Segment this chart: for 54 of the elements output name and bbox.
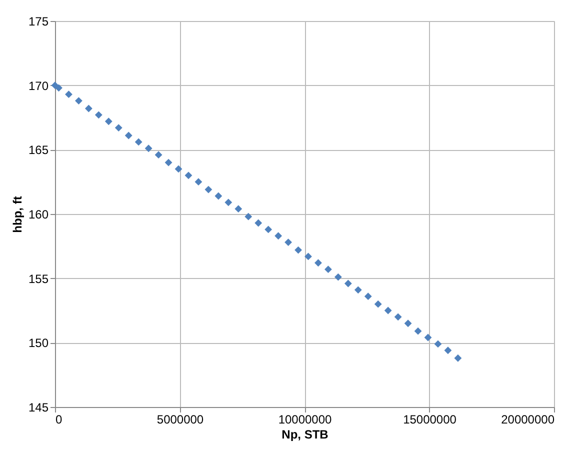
- point: [204, 186, 212, 194]
- y-tick-label: 165: [28, 143, 49, 158]
- point: [134, 138, 142, 146]
- x-tick-label: 15000000: [403, 412, 457, 426]
- point: [154, 151, 162, 159]
- point: [324, 266, 332, 274]
- point: [274, 232, 282, 240]
- y-tick-label: 150: [28, 336, 49, 350]
- y-tick-label: 145: [28, 400, 49, 414]
- x-tick-label: 10000000: [278, 412, 332, 426]
- y-tick-label: 160: [28, 208, 49, 222]
- point: [304, 252, 312, 260]
- x-tick-label: 20000000: [501, 412, 555, 426]
- point: [194, 178, 202, 186]
- point: [354, 286, 362, 294]
- point: [374, 300, 382, 308]
- point: [104, 118, 112, 126]
- x-tick-label: 0: [56, 412, 62, 426]
- point: [364, 292, 372, 300]
- point: [404, 320, 412, 328]
- y-tick-label: 155: [28, 272, 49, 286]
- point: [184, 172, 192, 180]
- point: [414, 327, 422, 335]
- y-tick-label: 175: [28, 14, 49, 28]
- point: [234, 205, 242, 213]
- point: [444, 346, 452, 354]
- point: [284, 238, 292, 246]
- point: [314, 259, 322, 267]
- point: [244, 212, 252, 220]
- point: [144, 144, 152, 152]
- point: [94, 111, 102, 119]
- point: [344, 280, 352, 288]
- point: [65, 90, 72, 98]
- point: [164, 158, 172, 166]
- point: [174, 165, 182, 173]
- point: [434, 340, 442, 348]
- point: [454, 354, 462, 362]
- point: [214, 192, 222, 200]
- y-tick-label: 170: [28, 78, 49, 93]
- point: [264, 226, 272, 234]
- point: [224, 198, 232, 206]
- point: [84, 104, 92, 112]
- point: [424, 334, 432, 342]
- x-axis-title: Np, STB: [282, 428, 329, 442]
- point: [74, 97, 82, 104]
- point: [254, 219, 262, 227]
- point: [394, 313, 402, 321]
- point: [124, 132, 132, 140]
- point: [114, 124, 122, 132]
- x-tick-label: 5000000: [156, 412, 204, 426]
- y-axis-title: hbp, ft: [10, 196, 24, 233]
- point: [55, 84, 62, 92]
- point: [334, 273, 342, 281]
- point: [384, 306, 392, 314]
